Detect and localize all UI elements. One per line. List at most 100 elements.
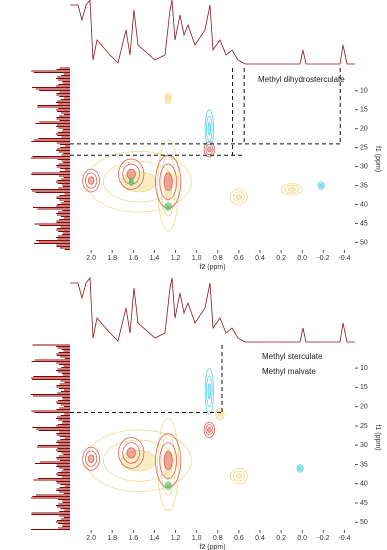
y-tick-label: 50 <box>360 239 368 246</box>
contour-ring <box>157 417 180 512</box>
contour-ring <box>82 446 100 471</box>
contour-ring <box>207 426 212 433</box>
contour-ring <box>287 187 296 192</box>
y-tick-label: 15 <box>360 107 368 114</box>
x-tick-label: -0.4 <box>338 255 350 262</box>
contour-ring <box>122 442 141 464</box>
x-tick-label: 1.8 <box>107 255 117 262</box>
contour-ring <box>120 171 157 193</box>
contour-ring <box>85 172 98 189</box>
contour-ring <box>155 433 182 489</box>
x-tick-label: 0.8 <box>213 535 223 542</box>
contour-ring <box>318 182 324 189</box>
x-tick-label: 0.4 <box>255 535 265 542</box>
contour-ring <box>216 410 224 419</box>
contour-ring <box>218 412 222 417</box>
contour-ring <box>87 454 95 463</box>
contour-ring <box>232 470 245 482</box>
contour-ring <box>232 191 245 203</box>
contour-ring <box>130 180 133 184</box>
x-axis-label: f2 (ppm) <box>199 264 225 271</box>
x-tick-label: -0.2 <box>317 535 329 542</box>
contour-ring <box>296 464 304 473</box>
x-tick-label: 1.8 <box>107 535 117 542</box>
annotation: Methyl sterculate <box>262 352 323 361</box>
contour-ring <box>205 144 214 155</box>
y-tick-label: 45 <box>360 500 368 507</box>
y-tick-label: 25 <box>360 144 368 151</box>
y-tick-label: 10 <box>360 365 368 372</box>
contour-ring <box>126 447 136 459</box>
contour-ring <box>207 383 212 400</box>
x-tick-label: 1.6 <box>128 255 138 262</box>
y-tick-label: 40 <box>360 481 368 488</box>
contour-ring <box>164 202 172 211</box>
contour-ring <box>129 178 134 185</box>
y-tick-label: 15 <box>360 384 368 391</box>
contour-ring <box>82 168 100 193</box>
contour-ring <box>206 375 213 408</box>
contour-ring <box>157 139 180 232</box>
contour-ring <box>159 442 178 480</box>
contour-ring <box>165 94 171 103</box>
y-tick-label: 45 <box>360 220 368 227</box>
contour-ring <box>317 181 325 190</box>
y-tick-label: 30 <box>360 442 368 449</box>
x-tick-label: 1.0 <box>192 255 202 262</box>
y-tick-label: 35 <box>360 182 368 189</box>
contour-ring <box>230 467 248 485</box>
contour-ring <box>166 204 170 209</box>
contour-ring <box>235 473 243 480</box>
contour-ring <box>284 185 300 194</box>
contour-ring <box>163 172 173 191</box>
side-trace <box>31 67 70 250</box>
x-tick-label: -0.4 <box>338 535 350 542</box>
x-tick-label: 1.2 <box>171 535 181 542</box>
contour-ring <box>118 437 145 469</box>
contour-ring <box>204 109 214 149</box>
contour-ring <box>128 177 134 186</box>
top-spectrum-2 <box>70 276 355 343</box>
contour-ring <box>166 483 170 488</box>
contour-ring <box>85 450 98 467</box>
x-tick-label: 0.2 <box>276 255 286 262</box>
x-tick-label: 1.4 <box>150 255 160 262</box>
contour-ring <box>165 482 171 489</box>
contour-ring <box>165 203 171 210</box>
contour-ring <box>319 183 323 188</box>
y-tick-label: 20 <box>360 126 368 133</box>
x-tick-label: 0.6 <box>234 255 244 262</box>
x-axis-label: f2 (ppm) <box>199 544 225 550</box>
contour-ring <box>166 96 170 101</box>
side-spectrum-1 <box>31 67 70 250</box>
y-axis-label: f1 (ppm) <box>374 146 381 172</box>
contour-ring <box>207 146 212 153</box>
annotation: Methyl dihydrosterculate <box>258 75 345 84</box>
y-tick-label: 20 <box>360 404 368 411</box>
x-tick-label: -0.2 <box>317 255 329 262</box>
contour-ring <box>203 141 216 158</box>
x-tick-label: 0.0 <box>297 535 307 542</box>
y-tick-label: 30 <box>360 163 368 170</box>
side-spectrum-2 <box>31 344 70 530</box>
contour-ring <box>120 449 157 472</box>
x-tick-label: 0.4 <box>255 255 265 262</box>
contour-ring <box>205 424 214 436</box>
contour-ring <box>159 163 178 200</box>
x-tick-label: 1.6 <box>128 535 138 542</box>
contour-ring <box>203 421 216 438</box>
top-spectrum-1 <box>70 0 355 65</box>
x-tick-label: 0.0 <box>297 255 307 262</box>
x-tick-label: 2.0 <box>86 255 96 262</box>
contour-ring <box>204 367 214 415</box>
y-tick-label: 50 <box>360 519 368 526</box>
x-tick-label: 0.6 <box>234 535 244 542</box>
annotation: Methyl malvate <box>262 367 316 376</box>
contour-ring <box>118 158 145 190</box>
contour-ring <box>298 466 302 471</box>
contour-ring <box>164 481 172 490</box>
y-tick-label: 10 <box>360 88 368 95</box>
x-tick-label: 1.2 <box>171 255 181 262</box>
y-tick-label: 25 <box>360 423 368 430</box>
